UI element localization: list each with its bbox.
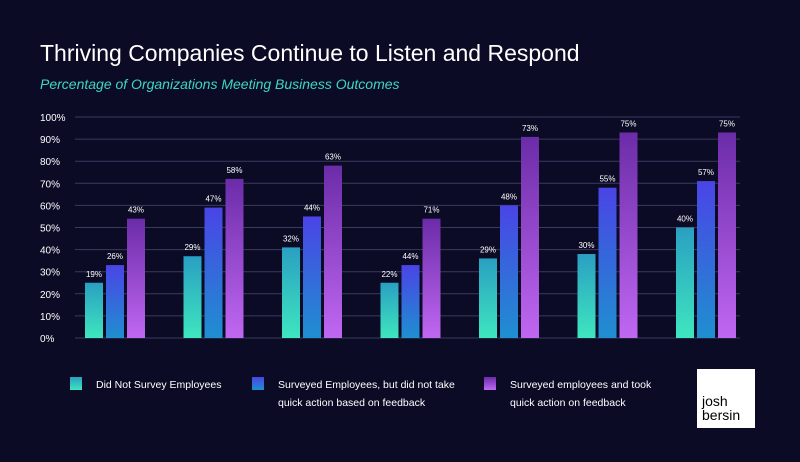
bar [598, 187, 617, 338]
y-tick-label: 50% [40, 224, 60, 235]
bar [204, 207, 223, 338]
legend-label: Did Not Survey Employees [96, 379, 222, 391]
data-label: 32% [283, 234, 299, 243]
data-label: 30% [578, 241, 594, 250]
legend-swatch-icon [484, 377, 496, 390]
bar [479, 258, 497, 338]
data-label: 73% [522, 124, 538, 133]
legend-item-surveyed-quick-action: Surveyed employees and took quick action… [484, 376, 651, 412]
data-label: 26% [107, 252, 123, 261]
bar [303, 216, 321, 338]
data-label: 75% [719, 119, 735, 128]
bar [324, 165, 342, 338]
logo-text: josh bersin [702, 393, 741, 423]
y-tick-label: 90% [40, 135, 60, 146]
data-label: 47% [205, 195, 221, 204]
chart-subtitle: Percentage of Organizations Meeting Busi… [40, 76, 400, 92]
bar [106, 265, 124, 338]
bar [401, 265, 420, 338]
legend-label: Surveyed employees and took quick action… [510, 379, 652, 409]
y-tick-label: 70% [40, 179, 60, 190]
y-tick-label: 40% [40, 246, 60, 257]
data-label: 75% [620, 119, 636, 128]
y-tick-label: 30% [40, 268, 60, 279]
y-tick-label: 60% [40, 201, 60, 212]
data-label: 55% [599, 175, 615, 184]
data-label: 58% [226, 166, 242, 175]
y-tick-label: 10% [40, 312, 60, 323]
legend-label: Surveyed Employees, but did not take qui… [278, 379, 455, 409]
y-tick-label: 80% [40, 157, 60, 168]
data-label: 19% [86, 270, 102, 279]
data-label: 48% [501, 192, 517, 201]
bar [225, 178, 244, 338]
data-label: 44% [304, 203, 320, 212]
data-label: 44% [402, 252, 418, 261]
y-tick-label: 100% [40, 113, 66, 124]
bar [619, 132, 638, 338]
bar [500, 205, 518, 338]
bar [422, 218, 441, 338]
data-label: 57% [698, 168, 714, 177]
bar [718, 132, 736, 338]
y-tick-label: 20% [40, 290, 60, 301]
y-tick-label: 0% [40, 334, 55, 345]
data-label: 22% [381, 270, 397, 279]
josh-bersin-logo: josh bersin [697, 369, 755, 428]
data-label: 43% [128, 206, 144, 215]
legend-item-did-not-survey: Did Not Survey Employees [70, 376, 221, 394]
data-label: 71% [423, 206, 439, 215]
chart-title: Thriving Companies Continue to Listen an… [40, 40, 580, 66]
bar [183, 256, 202, 338]
data-label: 40% [677, 215, 693, 224]
legend-item-surveyed-no-action: Surveyed Employees, but did not take qui… [252, 376, 455, 412]
data-label: 29% [480, 245, 496, 254]
bar [676, 227, 694, 338]
bar [521, 136, 539, 338]
data-label: 29% [184, 243, 200, 252]
data-label: 63% [325, 153, 341, 162]
bar [282, 247, 300, 338]
bar [85, 282, 103, 338]
bar [127, 218, 145, 338]
bar [697, 181, 715, 338]
legend-swatch-icon [252, 377, 264, 390]
bar [380, 282, 399, 338]
bar [577, 254, 596, 338]
legend-swatch-icon [70, 377, 82, 390]
